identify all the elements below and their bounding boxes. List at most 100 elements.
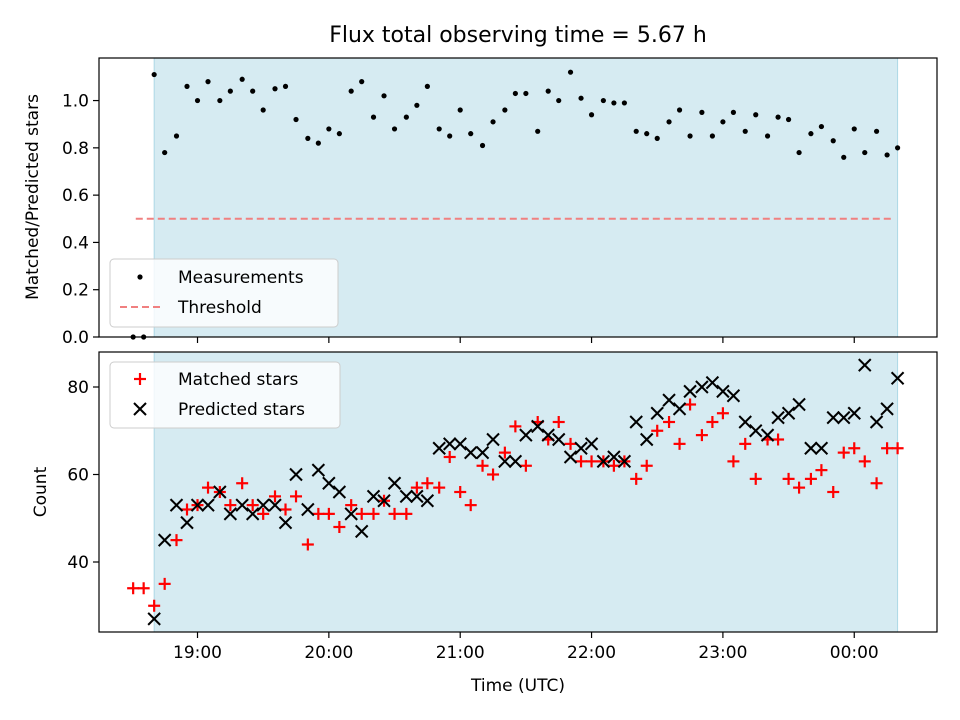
y-tick-label: 0.8 xyxy=(62,139,89,159)
measurement-point xyxy=(796,149,802,156)
predicted-star-point xyxy=(826,410,840,425)
legend-measurements-marker xyxy=(137,274,143,280)
matched-star-point xyxy=(312,507,325,520)
measurement-point xyxy=(709,133,715,139)
predicted-star-point xyxy=(332,485,347,499)
predicted-star-point xyxy=(311,463,326,477)
predicted-star-point xyxy=(366,489,381,504)
measurement-point xyxy=(173,133,180,139)
measurement-point xyxy=(730,109,737,115)
matched-star-point xyxy=(236,477,249,490)
predicted-star-point xyxy=(541,428,555,442)
measurement-point xyxy=(753,112,759,118)
predicted-star-point xyxy=(464,445,478,460)
measurement-point xyxy=(644,131,650,137)
measurement-point xyxy=(676,107,683,113)
y-tick-label: 40 xyxy=(67,553,89,573)
matched-star-point xyxy=(148,599,161,612)
x-tick-label: 00:00 xyxy=(830,643,879,663)
matched-star-point xyxy=(257,507,270,520)
predicted-star-point xyxy=(453,437,467,451)
measurement-point xyxy=(479,142,486,149)
predicted-star-point xyxy=(387,476,402,490)
predicted-star-point xyxy=(213,485,227,499)
matched-star-point xyxy=(322,507,335,520)
measurement-point xyxy=(600,97,606,104)
predicted-star-point xyxy=(683,384,697,399)
matched-star-point xyxy=(837,446,850,459)
x-tick-label: 21:00 xyxy=(436,643,485,663)
measurement-point xyxy=(775,114,781,120)
legend-predicted-marker xyxy=(133,402,147,416)
matched-star-point xyxy=(782,472,795,485)
matched-star-point xyxy=(585,455,598,468)
count-panel-xlabel: Time (UTC) xyxy=(470,676,565,696)
predicted-star-point xyxy=(890,371,905,385)
predicted-star-point xyxy=(223,507,238,521)
matched-star-point xyxy=(509,420,522,433)
matched-star-point xyxy=(476,459,489,472)
predicted-star-point xyxy=(354,524,369,539)
measurement-point xyxy=(151,71,157,78)
matched-star-point xyxy=(815,464,828,477)
measurement-point xyxy=(293,116,299,123)
matched-star-point xyxy=(410,481,423,494)
predicted-star-point xyxy=(596,454,611,469)
measurement-point xyxy=(830,138,836,144)
matched-star-point xyxy=(695,429,708,442)
predicted-star-point xyxy=(584,437,599,451)
measurement-point xyxy=(391,126,398,132)
measurement-point xyxy=(578,95,584,101)
matched-star-point xyxy=(333,521,346,533)
measurement-point xyxy=(315,140,321,146)
measurement-point xyxy=(162,149,168,156)
measurement-point xyxy=(502,107,508,113)
matched-star-point xyxy=(246,499,259,512)
matched-star-point xyxy=(301,538,314,551)
measurement-point xyxy=(260,107,266,113)
measurement-point xyxy=(250,88,256,94)
predicted-star-point xyxy=(760,428,775,442)
matched-star-point xyxy=(739,437,752,450)
y-tick-label: 80 xyxy=(67,378,89,398)
measurement-point xyxy=(414,102,420,108)
measurement-point xyxy=(633,128,639,134)
measurement-point xyxy=(436,126,442,132)
count-panel: 40 60 80 19:00 20:00 21:00 22:00 23:00 00:00 Co… xyxy=(31,351,938,696)
ratio-panel-legend: Measurements Threshold xyxy=(109,258,339,328)
predicted-star-point xyxy=(804,441,818,455)
matched-star-point xyxy=(487,468,500,481)
count-panel-frame xyxy=(98,351,938,633)
measurement-point xyxy=(447,133,453,139)
count-panel-ylabel: Count xyxy=(31,466,51,517)
measurement-point xyxy=(841,154,847,160)
measurement-point xyxy=(556,97,562,104)
count-panel-predicted-stars xyxy=(147,358,905,626)
legend-matched-marker xyxy=(134,373,146,385)
matched-star-point xyxy=(804,472,817,485)
measurement-point xyxy=(884,152,890,158)
legend-predicted-label: Predicted stars xyxy=(178,400,305,420)
predicted-star-point xyxy=(695,380,709,394)
ratio-panel-measurements xyxy=(130,69,901,340)
predicted-star-point xyxy=(201,498,215,512)
matched-star-point xyxy=(663,416,676,428)
predicted-star-point xyxy=(781,406,796,420)
chart-title: Flux total observing time = 5.67 h xyxy=(329,23,707,48)
predicted-star-point xyxy=(190,498,205,512)
predicted-star-point xyxy=(563,450,578,464)
matched-star-point xyxy=(224,499,237,512)
matched-star-point xyxy=(202,481,215,494)
matched-star-point xyxy=(640,459,653,472)
predicted-star-point xyxy=(858,358,872,372)
predicted-star-point xyxy=(278,515,293,530)
matched-star-point xyxy=(433,481,446,494)
measurement-point xyxy=(348,88,354,94)
ratio-legend-box xyxy=(109,258,339,328)
measurement-point xyxy=(217,97,223,104)
predicted-star-point xyxy=(235,498,249,512)
matched-star-point xyxy=(651,424,664,437)
predicted-star-point xyxy=(629,415,643,429)
matched-star-point xyxy=(827,486,840,498)
measurement-point xyxy=(424,83,430,89)
